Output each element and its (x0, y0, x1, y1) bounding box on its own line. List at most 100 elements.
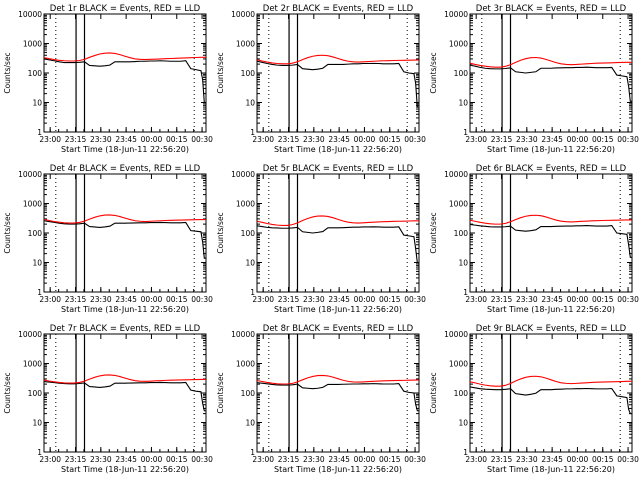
plot-frame (256, 173, 420, 293)
lld-series-line (256, 374, 419, 385)
events-series-line (256, 60, 419, 108)
x-tick-label: 23:15 (491, 135, 513, 144)
y-tick-label: 10 (458, 99, 468, 108)
x-tick-label: 23:00 (39, 455, 61, 464)
y-tick-label: 1 (37, 128, 42, 137)
x-tick-label: 00:30 (617, 295, 639, 304)
y-axis-label: Counts/sec (429, 52, 438, 93)
y-tick-label: 100 (454, 389, 469, 398)
x-axis-label: Start Time (18-Jun-11 22:56:20) (274, 145, 402, 154)
panel-title: Det 4r BLACK = Events, RED = LLD (50, 164, 201, 174)
y-tick-label: 10 (245, 419, 255, 428)
x-tick-label: 23:30 (90, 295, 112, 304)
x-tick-label: 23:00 (39, 135, 61, 144)
x-tick-label: 23:15 (65, 455, 87, 464)
x-axis-label: Start Time (18-Jun-11 22:56:20) (487, 465, 615, 474)
x-tick-label: 00:15 (166, 135, 188, 144)
x-tick-label: 23:15 (278, 295, 300, 304)
y-tick-label: 100 (454, 69, 469, 78)
x-tick-label: 23:15 (65, 295, 87, 304)
y-tick-label: 1 (250, 128, 255, 137)
y-tick-label: 100 (241, 389, 256, 398)
x-tick-label: 23:00 (252, 295, 274, 304)
x-tick-label: 00:30 (404, 455, 426, 464)
plot-frame (43, 333, 207, 453)
y-tick-label: 10000 (18, 330, 42, 339)
x-axis-label: Start Time (18-Jun-11 22:56:20) (487, 305, 615, 314)
y-tick-label: 10000 (18, 170, 42, 179)
x-tick-label: 23:45 (541, 135, 563, 144)
panel-6: Det 6r BLACK = Events, RED = LLD 1 10 100 10… (429, 164, 639, 314)
x-tick-label: 23:30 (303, 455, 325, 464)
x-tick-label: 23:45 (541, 295, 563, 304)
x-tick-label: 23:30 (303, 135, 325, 144)
y-tick-label: 1 (463, 128, 468, 137)
panel-title: Det 8r BLACK = Events, RED = LLD (263, 324, 414, 334)
panel-title: Det 2r BLACK = Events, RED = LLD (263, 4, 414, 14)
y-tick-label: 10000 (18, 10, 42, 19)
panel-title: Det 7r BLACK = Events, RED = LLD (50, 324, 201, 334)
x-tick-label: 23:45 (328, 295, 350, 304)
y-tick-label: 1 (37, 448, 42, 457)
x-tick-label: 23:15 (491, 455, 513, 464)
plot-frame (469, 13, 633, 133)
y-tick-label: 10 (245, 259, 255, 268)
x-tick-label: 00:15 (592, 455, 614, 464)
y-axis-label: Counts/sec (216, 212, 225, 253)
x-tick-label: 23:00 (252, 455, 274, 464)
x-tick-label: 23:00 (465, 295, 487, 304)
panel-5: Det 5r BLACK = Events, RED = LLD 1 10 100 10… (216, 164, 426, 314)
y-tick-label: 1000 (23, 200, 42, 209)
panel-9: Det 9r BLACK = Events, RED = LLD 1 10 100 10… (429, 324, 639, 474)
panel-1: Det 1r BLACK = Events, RED = LLD 1 10 100 10… (3, 4, 213, 154)
lld-series-line (256, 54, 419, 65)
y-tick-label: 10 (458, 259, 468, 268)
y-tick-label: 1000 (236, 40, 255, 49)
y-tick-label: 10000 (231, 10, 255, 19)
x-tick-label: 23:45 (328, 135, 350, 144)
y-tick-label: 10000 (444, 330, 468, 339)
events-series-line (43, 380, 206, 412)
x-tick-label: 00:00 (141, 295, 163, 304)
events-series-line (256, 382, 419, 412)
lld-series-line (43, 374, 206, 384)
y-tick-label: 1000 (236, 360, 255, 369)
x-tick-label: 00:00 (354, 455, 376, 464)
x-tick-label: 23:00 (252, 135, 274, 144)
x-tick-label: 00:00 (354, 135, 376, 144)
lld-series-line (43, 52, 206, 62)
x-tick-label: 23:30 (303, 295, 325, 304)
x-tick-label: 00:30 (617, 455, 639, 464)
panel-title: Det 1r BLACK = Events, RED = LLD (50, 4, 201, 14)
y-tick-label: 100 (28, 389, 43, 398)
events-series-line (469, 223, 632, 258)
plot-frame (469, 173, 633, 293)
x-tick-label: 00:00 (567, 455, 589, 464)
x-tick-label: 00:30 (191, 295, 213, 304)
y-tick-label: 10 (32, 259, 42, 268)
lld-series-line (469, 56, 632, 68)
y-axis-label: Counts/sec (3, 212, 12, 253)
y-tick-label: 1000 (23, 40, 42, 49)
x-tick-label: 00:15 (379, 295, 401, 304)
lld-series-line (469, 375, 632, 387)
y-tick-label: 10 (32, 419, 42, 428)
y-tick-label: 10000 (231, 170, 255, 179)
y-tick-label: 10 (32, 99, 42, 108)
x-tick-label: 00:30 (191, 135, 213, 144)
x-axis-label: Start Time (18-Jun-11 22:56:20) (61, 305, 189, 314)
y-tick-label: 1000 (449, 40, 468, 49)
x-tick-label: 00:00 (354, 295, 376, 304)
y-tick-label: 1 (37, 288, 42, 297)
panel-4: Det 4r BLACK = Events, RED = LLD 1 10 100 10… (3, 164, 213, 314)
lld-series-line (469, 214, 632, 225)
x-axis-label: Start Time (18-Jun-11 22:56:20) (61, 465, 189, 474)
x-axis-label: Start Time (18-Jun-11 22:56:20) (487, 145, 615, 154)
y-axis-label: Counts/sec (216, 372, 225, 413)
y-axis-label: Counts/sec (429, 372, 438, 413)
events-series-line (43, 58, 206, 104)
events-series-line (469, 64, 632, 102)
x-tick-label: 00:15 (379, 135, 401, 144)
y-tick-label: 100 (28, 229, 43, 238)
